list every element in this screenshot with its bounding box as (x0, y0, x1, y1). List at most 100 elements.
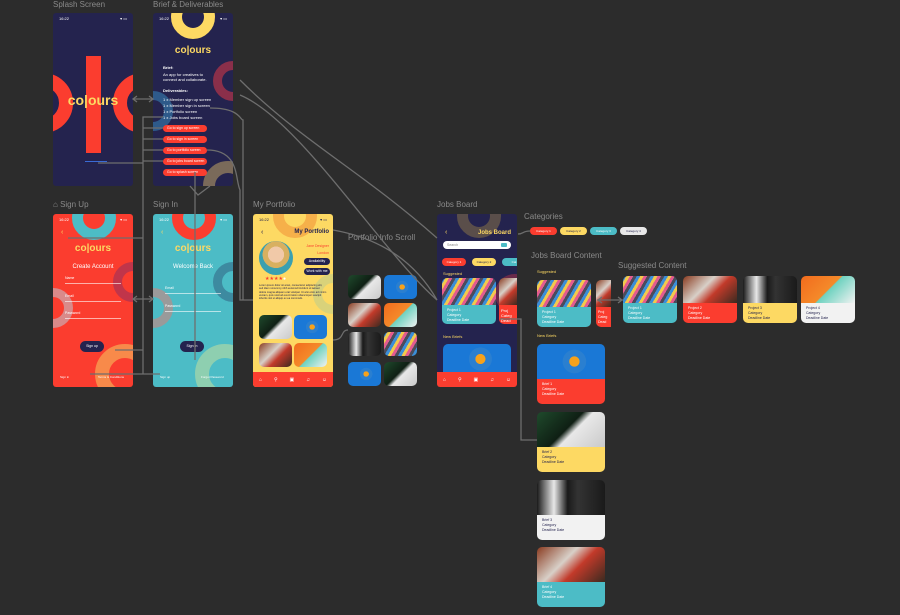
search-input[interactable]: Search (443, 241, 511, 249)
search-icon[interactable]: ⚲ (457, 376, 462, 383)
brief-card[interactable]: Brief 1 Category Deadline Date (537, 344, 605, 404)
category-chip[interactable]: Cat (502, 258, 517, 266)
suggested-card[interactable]: Project 1 Category Deadline Date (442, 278, 496, 324)
search-icon[interactable] (501, 243, 507, 247)
category-chip[interactable]: Category 3 (590, 227, 617, 235)
home-icon[interactable]: ⌂ (442, 376, 446, 383)
status-icons: ▾ ▭ (120, 217, 127, 222)
ring-shape (457, 214, 501, 238)
work-with-me-button[interactable]: Work with me (304, 268, 330, 275)
signup-link[interactable]: Sign up (160, 375, 171, 379)
profile-name: Jane Designer (306, 244, 329, 248)
card-info: Project 1 Category Deadline Date (537, 307, 591, 327)
profile-avatar (259, 241, 293, 275)
category-chip[interactable]: Category 1 (442, 258, 466, 266)
brief-card[interactable]: Brief 2 Category Deadline Date (537, 412, 605, 472)
scroll-image[interactable] (348, 332, 381, 356)
card-category: Category (542, 315, 557, 320)
signin-link[interactable]: Sign in (60, 375, 70, 379)
back-chevron-icon[interactable]: ‹ (445, 229, 448, 236)
splash-screen-frame[interactable]: 16:22 ▾ ▭ co|ours (53, 13, 133, 186)
bell-icon[interactable]: ♫ (306, 376, 310, 383)
video-icon[interactable]: ▣ (473, 376, 479, 383)
ring-shape (171, 13, 215, 39)
go-jobs-button[interactable]: Go to jobs board screen (163, 158, 207, 165)
card-category: Category (542, 522, 557, 527)
card-deadline: Deadline Date (542, 459, 565, 464)
portfolio-image[interactable] (259, 315, 292, 339)
terms-link[interactable]: Terms & Conditions (98, 375, 125, 379)
jobs-board-screen-frame[interactable]: ‹ Jobs Board Search Category 1 Category … (437, 214, 517, 387)
availability-button[interactable]: Availability (304, 258, 330, 265)
brief-card[interactable]: Brief 4 Category Deadline Date (537, 547, 605, 607)
signin-screen-frame[interactable]: 16:22 ▾ ▭ ‹ co|ours Welcome Back Email Pa… (153, 214, 233, 387)
card-category: Categ (598, 315, 608, 320)
email-field[interactable]: Email (65, 294, 121, 302)
back-chevron-icon[interactable]: ‹ (61, 229, 64, 236)
card-title: Brief 2 (542, 449, 553, 454)
portfolio-image[interactable] (294, 315, 327, 339)
signup-screen-frame[interactable]: 16:22 ▾ ▭ ‹ co|ours Create Account Name E… (53, 214, 133, 387)
search-icon[interactable]: ⚲ (273, 376, 278, 383)
card-info: Brief 4 Category Deadline Date (537, 581, 605, 607)
frame-label-splash: Splash Screen (53, 0, 106, 9)
card-title: Brief 3 (542, 517, 553, 522)
scroll-image[interactable] (384, 275, 417, 299)
suggested-content-card[interactable]: Project 1 Category Deadline Date (623, 276, 677, 323)
go-splash-button[interactable]: Go to splash screen (163, 169, 207, 176)
profile-icon[interactable]: ☺ (505, 376, 512, 383)
go-portfolio-button[interactable]: Go to portfolio screen (163, 147, 207, 154)
card-image (537, 547, 605, 582)
bio-text: Lorem ipsum dolor sit amet, consectetur … (259, 284, 327, 301)
card-deadline: Deadline Date (542, 527, 565, 532)
scroll-image[interactable] (384, 362, 417, 386)
card-title: Project 3 (748, 306, 762, 311)
card-image (442, 278, 496, 305)
suggested-card[interactable]: Project 1 Category Deadline Date (537, 280, 591, 327)
back-chevron-icon[interactable]: ‹ (161, 229, 164, 236)
ring-shape (313, 274, 333, 314)
back-chevron-icon[interactable]: ‹ (261, 229, 264, 236)
category-chip[interactable]: Category 4 (620, 227, 647, 235)
frame-label-jobs-content: Jobs Board Content (531, 251, 602, 260)
new-briefs-heading: New Briefs (443, 334, 463, 339)
video-icon[interactable]: ▣ (289, 376, 295, 383)
card-deadline: Deadline Date (447, 317, 470, 322)
frame-label-portfolio-scroll: Portfolio Info Scroll (348, 233, 416, 242)
category-chip[interactable]: Category 2 (560, 227, 587, 235)
suggested-content-card[interactable]: Project 2 Category Deadline Date (683, 276, 737, 323)
category-chip[interactable]: Category 1 (530, 227, 557, 235)
email-field[interactable]: Email (165, 286, 221, 294)
card-title: Project 1 (447, 307, 461, 312)
go-signin-button[interactable]: Go to sign in screen (163, 136, 207, 143)
brief-card[interactable]: Brief 3 Category Deadline Date (537, 480, 605, 540)
bell-icon[interactable]: ♫ (490, 376, 494, 383)
portfolio-image[interactable] (259, 343, 292, 367)
suggested-content-card[interactable]: Project 4 Category Deadline Date (801, 276, 855, 323)
card-title: Proj (598, 310, 605, 315)
category-chip[interactable]: Category 2 (472, 258, 496, 266)
name-field[interactable]: Name (65, 276, 121, 284)
signup-button[interactable]: Sign up (80, 341, 104, 352)
portfolio-image[interactable] (294, 343, 327, 367)
card-category: Category (748, 311, 763, 316)
card-info: Project 4 Category Deadline Date (801, 303, 855, 323)
go-signup-button[interactable]: Go to sign up screen (163, 125, 207, 132)
forgot-password-link[interactable]: Forgot Password (201, 375, 224, 379)
scroll-image[interactable] (384, 303, 417, 327)
connector (239, 94, 438, 301)
home-icon[interactable]: ⌂ (258, 376, 262, 383)
profile-icon[interactable]: ☺ (321, 376, 328, 383)
signin-button[interactable]: Sign In (180, 341, 204, 352)
ring-shape (213, 61, 233, 101)
scroll-image[interactable] (384, 332, 417, 356)
password-field[interactable]: Password (165, 304, 221, 312)
password-field[interactable]: Password (65, 311, 121, 319)
scroll-image[interactable] (348, 275, 381, 299)
suggested-content-card[interactable]: Project 3 Category Deadline Date (743, 276, 797, 323)
portfolio-screen-frame[interactable]: 16:22 ▾ ▭ ‹ My Portfolio Jane Designer Lo… (253, 214, 333, 387)
scroll-image[interactable] (348, 303, 381, 327)
scroll-image[interactable] (348, 362, 381, 386)
brief-image[interactable] (443, 344, 511, 374)
brief-screen-frame[interactable]: 16:22 ▾ ▭ co|ours Brief: An app for creat… (153, 13, 233, 186)
